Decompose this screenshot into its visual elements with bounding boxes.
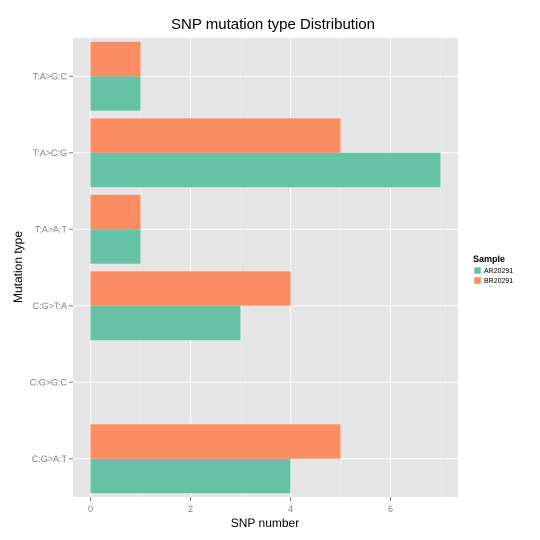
x-axis-ticks: 0 2 4 6 bbox=[88, 497, 393, 514]
plot-panel bbox=[73, 38, 458, 497]
x-tick-label: 6 bbox=[388, 504, 393, 514]
x-axis-title: SNP number bbox=[231, 516, 299, 530]
legend-key-ar20291 bbox=[473, 266, 482, 275]
legend-label-br20291: BR20291 bbox=[484, 278, 513, 285]
y-tick-label: T:A>C:G bbox=[33, 148, 67, 158]
bar-ar20291-t-a-g-c bbox=[90, 76, 141, 111]
bar-ar20291-t-a-c-g bbox=[90, 152, 441, 188]
bar-br20291-t-a-g-c bbox=[90, 41, 141, 77]
bar-br20291-t-a-a-t bbox=[90, 194, 141, 230]
y-axis-title: Mutation type bbox=[11, 231, 25, 303]
y-tick-label: C:G>A:T bbox=[32, 454, 68, 464]
legend-key-br20291 bbox=[473, 276, 482, 285]
x-tick-label: 2 bbox=[188, 504, 193, 514]
legend-label-ar20291: AR20291 bbox=[484, 268, 513, 275]
y-tick-label: C:G>G:C bbox=[30, 377, 68, 387]
bar-ar20291-c-g-t-a bbox=[90, 305, 241, 341]
chart-title: SNP mutation type Distribution bbox=[171, 16, 375, 33]
bar-br20291-c-g-a-t bbox=[90, 424, 341, 459]
bar-ar20291-t-a-a-t bbox=[90, 229, 141, 264]
y-tick-label: T:A>G:C bbox=[33, 71, 68, 81]
bar-br20291-t-a-c-g bbox=[90, 118, 341, 153]
y-tick-label: C:G>T:A bbox=[33, 301, 67, 311]
x-tick-label: 0 bbox=[88, 504, 93, 514]
legend-title: Sample bbox=[473, 254, 505, 264]
bar-ar20291-c-g-a-t bbox=[90, 458, 291, 494]
legend: Sample AR20291 BR20291 bbox=[473, 254, 513, 285]
bars bbox=[90, 41, 441, 494]
y-axis-ticks: C:G>A:T C:G>G:C C:G>T:A T:A>A:T T:A>C:G T:A>G… bbox=[30, 71, 73, 464]
bar-br20291-c-g-t-a bbox=[90, 271, 291, 306]
x-tick-label: 4 bbox=[288, 504, 293, 514]
y-tick-label: T:A>A:T bbox=[35, 224, 68, 234]
